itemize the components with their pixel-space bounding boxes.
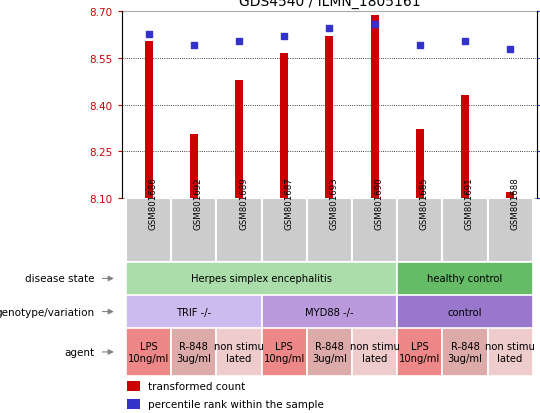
Bar [217,198,261,262]
Text: LPS
10ng/ml: LPS 10ng/ml [399,341,441,363]
Point [325,26,334,33]
Text: disease state: disease state [25,274,95,284]
Text: GSM801685: GSM801685 [420,177,429,230]
Bar [126,328,171,376]
Bar [217,328,261,376]
Text: GSM801687: GSM801687 [284,177,293,230]
Bar [127,399,140,409]
Point [144,31,153,38]
Bar [352,198,397,262]
Bar [190,135,198,198]
Text: MYD88 -/-: MYD88 -/- [305,307,354,317]
Text: GSM801693: GSM801693 [329,177,339,230]
Text: GSM801691: GSM801691 [465,177,474,230]
Bar [488,198,533,262]
Point [370,22,379,29]
Text: transformed count: transformed count [148,381,246,391]
Text: non stimu
lated: non stimu lated [485,341,535,363]
Point [461,39,469,45]
Bar [126,295,261,328]
Text: GSM801686: GSM801686 [148,177,158,230]
Bar [352,328,397,376]
Text: control: control [448,307,482,317]
Bar [126,262,397,295]
Bar [235,81,243,198]
Text: non stimu
lated: non stimu lated [350,341,400,363]
Text: TRIF -/-: TRIF -/- [176,307,212,317]
Text: LPS
10ng/ml: LPS 10ng/ml [264,341,305,363]
Bar [370,15,379,198]
Point [506,46,515,53]
Text: R-848
3ug/ml: R-848 3ug/ml [448,341,482,363]
Bar [488,328,533,376]
Text: genotype/variation: genotype/variation [0,307,95,317]
Bar [171,198,217,262]
Bar [397,262,533,295]
Bar [145,42,153,198]
Bar [261,198,307,262]
Text: healthy control: healthy control [427,274,503,284]
Bar [307,328,352,376]
Bar [171,328,217,376]
Point [415,43,424,49]
Bar [397,198,442,262]
Point [235,39,244,45]
Bar [397,295,533,328]
Text: R-848
3ug/ml: R-848 3ug/ml [312,341,347,363]
Text: LPS
10ng/ml: LPS 10ng/ml [128,341,169,363]
Bar [307,198,352,262]
Text: non stimu
lated: non stimu lated [214,341,264,363]
Text: GSM801690: GSM801690 [375,177,383,230]
Text: GSM801692: GSM801692 [194,177,203,230]
Point [190,43,198,49]
Text: GSM801688: GSM801688 [510,177,519,230]
Bar [442,328,488,376]
Bar [261,295,397,328]
Bar [127,381,140,392]
Bar [461,96,469,198]
Text: GSM801689: GSM801689 [239,177,248,230]
Bar [506,192,514,198]
Title: GDS4540 / ILMN_1805161: GDS4540 / ILMN_1805161 [239,0,420,9]
Bar [280,54,288,198]
Bar [442,198,488,262]
Text: R-848
3ug/ml: R-848 3ug/ml [177,341,211,363]
Text: Herpes simplex encephalitis: Herpes simplex encephalitis [191,274,332,284]
Bar [325,37,334,198]
Text: agent: agent [65,347,95,357]
Bar [397,328,442,376]
Point [280,33,288,40]
Text: percentile rank within the sample: percentile rank within the sample [148,399,325,409]
Bar [126,198,171,262]
Bar [261,328,307,376]
Bar [416,130,424,198]
